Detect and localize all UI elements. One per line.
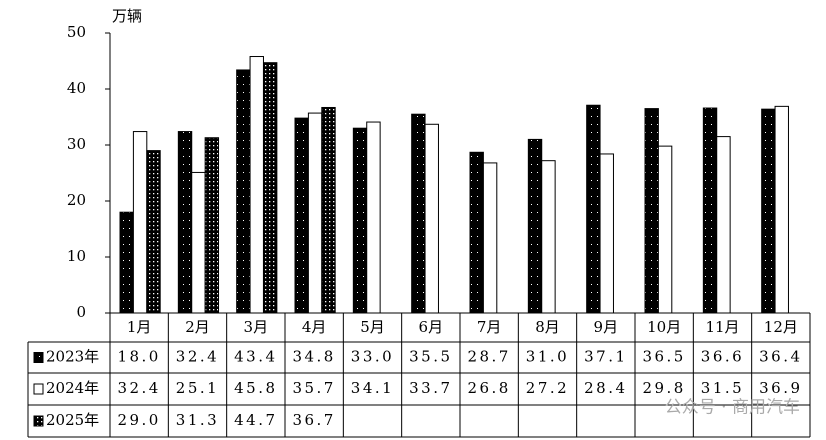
value-label: 29.0 [117,411,160,429]
value-label: 28.4 [584,379,627,397]
value-label: 31.0 [526,348,569,366]
x-tick-label: 5月 [360,318,385,336]
x-tick-label: 12月 [764,318,798,336]
value-label: 27.2 [526,379,569,397]
value-label: 32.4 [176,348,219,366]
bar [541,160,556,314]
value-label: 18.0 [117,348,160,366]
bar [132,131,148,314]
value-label: 36.7 [292,411,335,429]
bar [702,107,718,314]
x-tick-label: 6月 [419,318,444,336]
y-tick-label: 10 [67,247,86,265]
bar [482,162,498,314]
bar [294,117,309,314]
y-tick-label: 40 [67,79,86,97]
bar [424,123,439,314]
value-label: 31.3 [176,411,219,429]
legend-label: 2025年 [46,411,99,429]
bar [321,106,336,314]
value-label: 37.1 [584,348,627,366]
value-label: 29.8 [642,379,685,397]
y-tick-label: 20 [67,191,86,209]
value-label: 28.7 [467,348,510,366]
value-label: 26.8 [467,379,510,397]
value-label: 35.7 [292,379,335,397]
legend-swatch [33,383,44,395]
legend-swatch [33,352,44,363]
value-label: 34.8 [292,348,335,366]
bar [249,56,264,314]
value-label: 34.1 [351,379,394,397]
bar [177,131,193,314]
y-tick-label: 50 [67,23,86,41]
x-tick-label: 2月 [185,318,210,336]
bar [262,62,278,314]
x-tick-label: 8月 [535,318,560,336]
x-tick-label: 10月 [647,318,681,336]
bar [469,151,484,314]
bar [657,145,673,314]
legend-swatch [33,415,44,427]
value-label: 44.7 [234,411,277,429]
value-label: 31.5 [701,379,744,397]
y-axis-label: 万辆 [112,7,142,25]
value-label: 36.6 [701,348,744,366]
value-label: 36.5 [642,348,685,366]
bar [366,121,381,314]
x-tick-label: 3月 [244,318,269,336]
value-label: 33.0 [351,348,394,366]
bar [527,138,543,314]
bar [236,69,251,314]
bar [307,112,323,314]
bar [119,211,134,314]
bar [586,104,601,314]
x-tick-label: 9月 [594,318,619,336]
x-tick-label: 1月 [127,318,152,336]
y-tick-label: 0 [76,303,86,321]
x-tick-label: 7月 [477,318,502,336]
watermark: 公众号 · 商用汽车 [665,398,800,418]
x-tick-label: 4月 [302,318,327,336]
value-label: 43.4 [234,348,277,366]
x-tick-label: 11月 [705,318,739,336]
bar [352,127,368,314]
legend-label: 2023年 [46,348,99,366]
value-label: 36.4 [759,348,802,366]
bar [644,108,659,314]
y-tick-label: 30 [67,135,86,153]
value-label: 33.7 [409,379,452,397]
value-label: 45.8 [234,379,277,397]
value-label: 25.1 [176,379,219,397]
bar [761,108,776,314]
bar [599,153,614,314]
bar [716,136,731,314]
value-label: 35.5 [409,348,452,366]
bar [774,105,789,314]
bar [204,137,220,314]
bar [146,150,161,314]
value-label: 32.4 [117,379,160,397]
legend-label: 2024年 [46,379,99,397]
bar [411,113,426,314]
value-label: 36.9 [759,379,802,397]
bar [191,171,206,314]
